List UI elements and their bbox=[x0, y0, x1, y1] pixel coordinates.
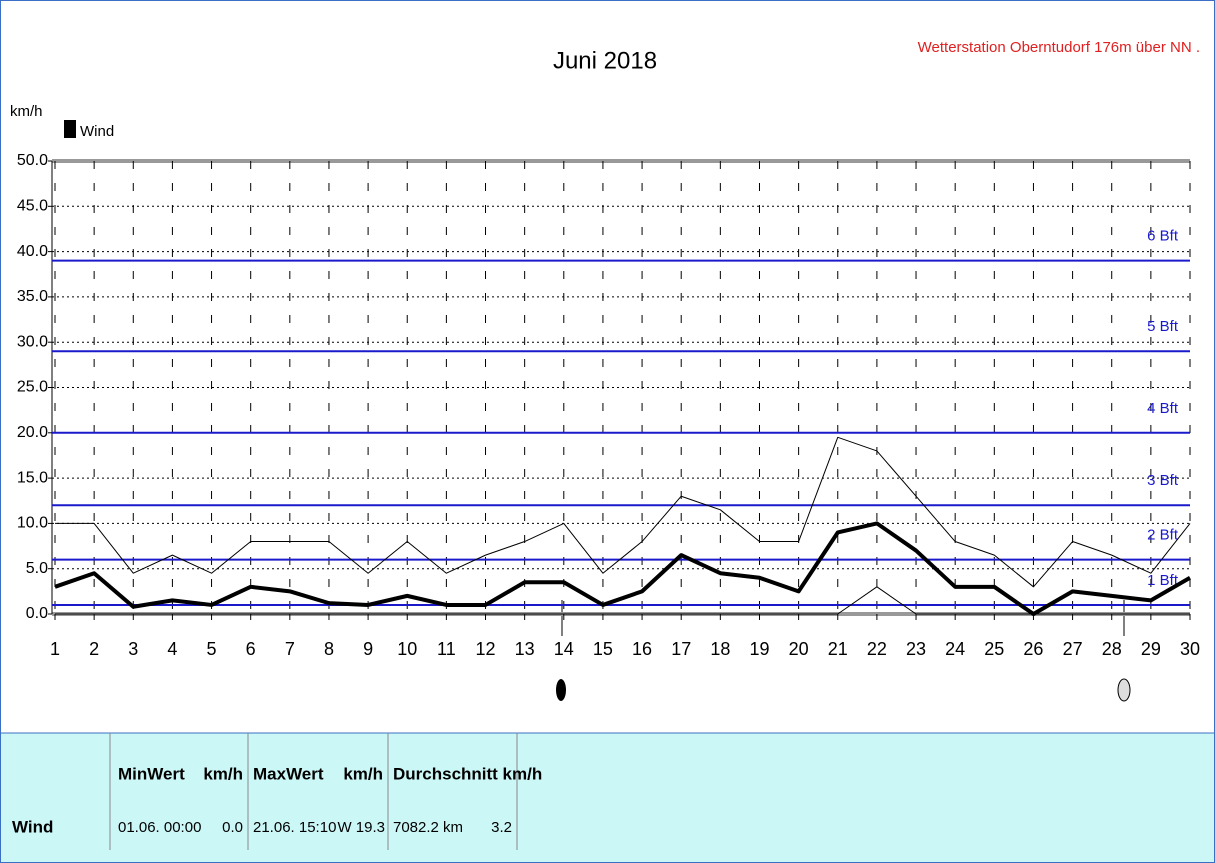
beaufort-label: 6 Bft bbox=[1147, 228, 1179, 245]
x-tick-label: 14 bbox=[554, 639, 574, 659]
beaufort-label: 3 Bft bbox=[1147, 472, 1179, 489]
x-tick-label: 10 bbox=[397, 639, 417, 659]
chart-title: Juni 2018 bbox=[553, 47, 657, 74]
wind-line bbox=[55, 586, 1190, 615]
table-cell: 7082.2 km bbox=[393, 819, 463, 836]
wind-line bbox=[55, 436, 1191, 588]
table-cell: 3.2 bbox=[491, 819, 512, 836]
y-tick-label: 0.0 bbox=[26, 605, 48, 622]
y-axis-label: km/h bbox=[10, 103, 43, 120]
y-tick-label: 45.0 bbox=[17, 198, 48, 215]
x-tick-label: 11 bbox=[437, 639, 456, 659]
x-tick-label: 20 bbox=[789, 639, 809, 659]
y-tick-label: 35.0 bbox=[17, 288, 48, 305]
table-cell: 0.0 bbox=[222, 819, 243, 836]
beaufort-label: 5 Bft bbox=[1147, 318, 1179, 335]
new-moon-icon bbox=[556, 679, 566, 701]
table-cell: 21.06. 15:10 bbox=[253, 819, 336, 836]
beaufort-label: 4 Bft bbox=[1147, 400, 1179, 417]
x-tick-label: 26 bbox=[1023, 639, 1043, 659]
x-tick-label: 25 bbox=[984, 639, 1004, 659]
x-tick-label: 30 bbox=[1180, 639, 1200, 659]
x-tick-label: 7 bbox=[285, 639, 295, 659]
y-tick-label: 25.0 bbox=[17, 379, 48, 396]
y-tick-label: 30.0 bbox=[17, 333, 48, 350]
y-tick-label: 20.0 bbox=[17, 424, 48, 441]
x-tick-label: 24 bbox=[945, 639, 965, 659]
y-tick-label: 10.0 bbox=[17, 515, 48, 532]
x-tick-label: 4 bbox=[167, 639, 177, 659]
x-tick-label: 2 bbox=[89, 639, 99, 659]
table-header: km/h bbox=[343, 764, 383, 783]
x-tick-label: 28 bbox=[1102, 639, 1122, 659]
row-label: Wind bbox=[12, 817, 53, 836]
x-tick-label: 15 bbox=[593, 639, 613, 659]
table-header: MinWert bbox=[118, 764, 185, 783]
station-name: Wetterstation Oberntudorf 176m über NN . bbox=[918, 39, 1200, 56]
legend-swatch bbox=[64, 120, 76, 138]
x-tick-label: 13 bbox=[515, 639, 535, 659]
x-tick-label: 12 bbox=[476, 639, 496, 659]
x-tick-label: 16 bbox=[632, 639, 652, 659]
y-tick-label: 15.0 bbox=[17, 469, 48, 486]
stats-panel bbox=[1, 733, 1214, 862]
table-header: km/h bbox=[203, 764, 243, 783]
x-tick-label: 6 bbox=[246, 639, 256, 659]
wind-line bbox=[54, 521, 1192, 616]
x-tick-label: 21 bbox=[828, 639, 848, 659]
y-tick-label: 40.0 bbox=[17, 243, 48, 260]
table-header: Durchschnitt km/h bbox=[393, 764, 542, 783]
x-tick-label: 9 bbox=[363, 639, 373, 659]
x-tick-label: 22 bbox=[867, 639, 887, 659]
x-tick-label: 19 bbox=[749, 639, 769, 659]
x-tick-label: 27 bbox=[1063, 639, 1083, 659]
x-tick-label: 3 bbox=[128, 639, 138, 659]
x-tick-label: 8 bbox=[324, 639, 334, 659]
x-tick-label: 1 bbox=[50, 639, 60, 659]
beaufort-label: 2 Bft bbox=[1147, 527, 1179, 544]
legend-label: Wind bbox=[80, 123, 114, 140]
x-tick-label: 29 bbox=[1141, 639, 1161, 659]
beaufort-label: 1 Bft bbox=[1147, 572, 1179, 589]
y-tick-label: 50.0 bbox=[17, 152, 48, 169]
x-tick-label: 5 bbox=[207, 639, 217, 659]
full-moon-icon bbox=[1117, 678, 1131, 702]
x-tick-label: 23 bbox=[906, 639, 926, 659]
x-tick-label: 18 bbox=[710, 639, 730, 659]
table-cell: 01.06. 00:00 bbox=[118, 819, 201, 836]
x-tick-label: 17 bbox=[671, 639, 691, 659]
table-header: MaxWert bbox=[253, 764, 324, 783]
table-cell: W 19.3 bbox=[337, 819, 385, 836]
y-tick-label: 5.0 bbox=[26, 560, 48, 577]
